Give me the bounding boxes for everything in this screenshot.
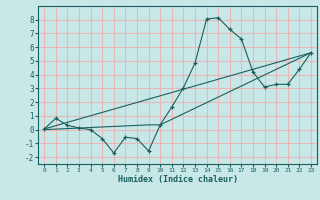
X-axis label: Humidex (Indice chaleur): Humidex (Indice chaleur): [118, 175, 238, 184]
